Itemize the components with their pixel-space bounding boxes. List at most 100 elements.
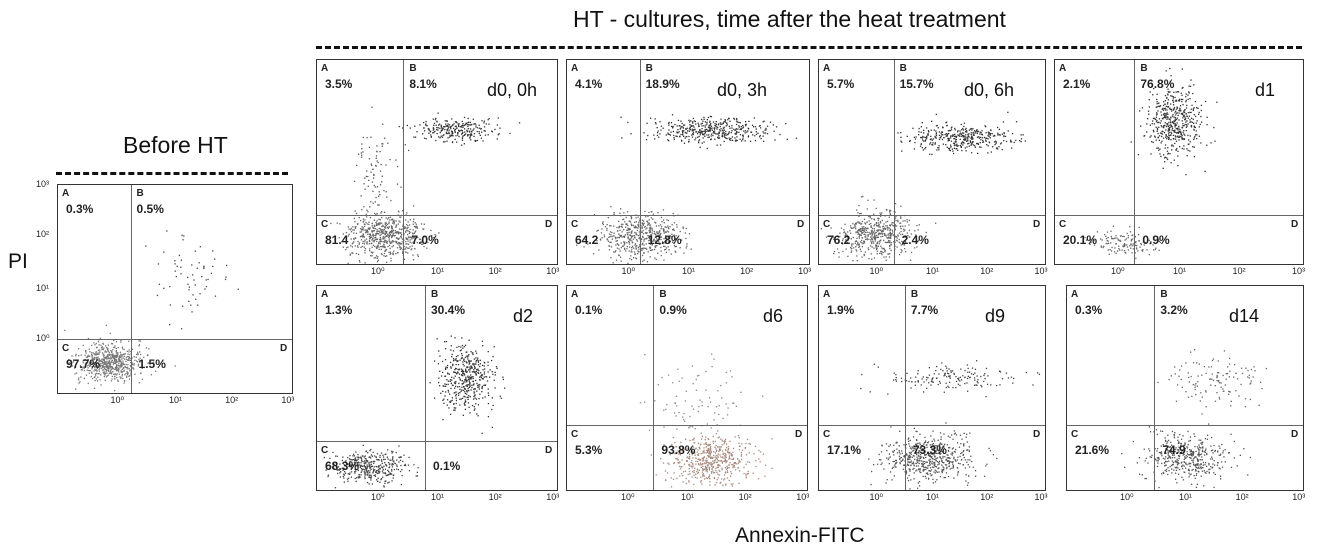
event-dot [833,250,836,253]
event-dot [601,228,603,230]
event-dot [1003,132,1005,134]
event-dot [1189,135,1191,137]
event-dot [728,117,730,120]
event-dot [872,232,874,235]
event-dot [101,366,103,368]
event-dot [361,209,363,211]
event-dot [351,459,354,461]
event-dot [487,388,489,390]
event-dot [99,379,101,381]
event-dot [1178,127,1180,129]
event-dot [1170,139,1172,141]
event-dot [362,218,364,220]
event-dot [367,185,369,187]
event-dot [1167,105,1170,108]
event-dot [350,476,352,478]
event-dot [337,469,339,471]
event-dot [1185,99,1187,102]
event-dot [475,398,478,400]
event-dot [374,234,377,237]
event-dot [454,337,456,339]
event-dot [868,238,870,241]
event-dot [652,213,655,215]
event-dot [884,241,886,243]
event-dot [108,351,110,354]
event-dot [679,135,681,137]
event-dot [858,243,860,245]
event-dot [461,374,463,376]
event-dot [462,361,464,363]
event-dot [1161,114,1163,116]
event-dot [350,466,352,468]
event-dot [455,391,457,393]
event-dot [658,231,661,233]
event-dot [666,230,668,232]
event-dot [638,225,640,228]
event-dot [384,250,386,252]
event-dot [390,257,392,259]
event-dot [452,132,454,135]
event-dot [402,460,404,463]
event-dot [1156,129,1159,131]
event-dot [1159,148,1161,150]
event-dot [405,241,407,243]
event-dot [463,381,465,383]
event-dot [360,464,362,466]
event-dot [453,123,455,125]
event-dot [866,208,868,210]
event-dot [873,247,875,249]
event-dot [113,339,115,342]
event-dot [1089,243,1091,245]
event-dot [865,231,867,234]
event-dot [1002,121,1005,123]
event-dot [374,475,377,478]
event-dot [730,131,732,134]
event-dot [1188,143,1190,145]
event-dot [465,369,467,371]
event-dot [626,248,628,250]
event-dot [97,349,100,351]
event-dot [117,353,119,355]
event-dot [99,365,101,367]
event-dot [1104,234,1106,236]
event-dot [421,243,423,245]
event-dot [1156,147,1158,149]
event-dot [126,355,129,358]
event-dot [131,348,134,350]
event-dot [856,209,858,211]
event-dot [106,360,108,362]
event-dot [960,143,962,145]
event-dot [439,355,441,357]
event-dot [630,218,633,220]
event-dot [386,255,388,257]
event-dot [871,235,873,237]
event-dot [96,351,98,353]
event-dot [733,128,735,130]
event-dot [903,228,905,230]
event-dot [118,371,120,373]
event-dot [887,237,889,239]
event-dot [355,226,357,228]
event-dot [894,236,897,238]
event-dot [1151,141,1153,143]
event-dot [905,235,907,237]
event-dot [356,477,358,479]
event-dot [1161,140,1163,142]
event-dot [917,239,919,242]
event-dot [333,467,335,469]
event-dot [117,361,119,363]
event-dot [464,356,467,358]
x-tick-label: 10² [488,266,502,276]
event-dot [689,128,691,131]
event-dot [437,363,440,365]
event-dot [894,245,896,247]
event-dot [642,233,645,235]
event-dot [482,397,484,399]
event-dot [401,210,404,212]
event-dot [665,251,668,253]
event-dot [364,177,366,179]
event-dot [456,360,459,362]
event-dot [70,360,72,362]
event-dot [658,243,660,245]
event-dot [382,241,384,243]
